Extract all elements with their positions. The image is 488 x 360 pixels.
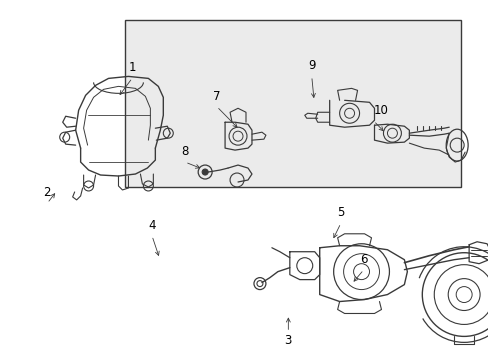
Bar	[125, 21, 460, 187]
Text: 10: 10	[373, 104, 387, 117]
Circle shape	[202, 169, 208, 175]
Text: 7: 7	[213, 90, 220, 103]
Text: 4: 4	[148, 219, 155, 231]
Text: 3: 3	[284, 334, 291, 347]
Text: 5: 5	[337, 206, 344, 219]
Text: 8: 8	[181, 145, 188, 158]
Text: 9: 9	[307, 59, 315, 72]
Text: 1: 1	[128, 61, 136, 74]
Text: 6: 6	[359, 253, 367, 266]
Text: 2: 2	[43, 186, 51, 199]
